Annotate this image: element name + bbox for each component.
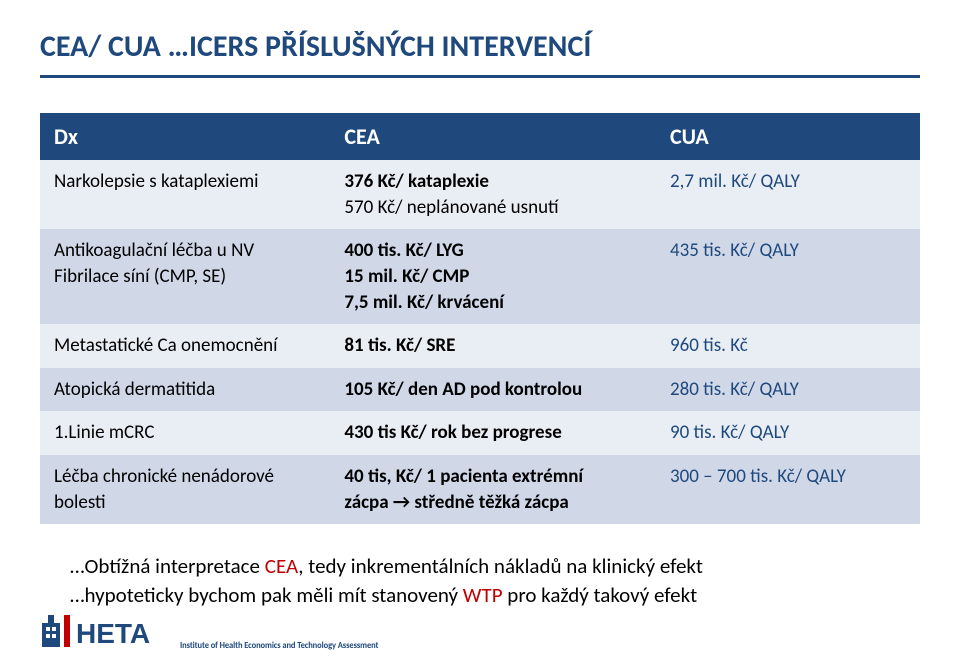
cea-line: 15 mil. Kč/ CMP [344, 265, 469, 288]
cell-dx: Atopická dermatitida [40, 368, 330, 412]
dx-line: Antikoagulační léčba u NV [54, 239, 254, 262]
cell-cua: 90 tis. Kč/ QALY [656, 411, 920, 455]
page-title: CEA/ CUA …ICERS PŘÍSLUŠNÝCH INTERVENCÍ [40, 20, 920, 78]
cell-cea: 81 tis. Kč/ SRE [330, 324, 656, 368]
table-row: Metastatické Ca onemocnění 81 tis. Kč/ S… [40, 324, 920, 368]
col-cua: CUA [656, 113, 920, 160]
col-dx: Dx [40, 113, 330, 160]
table-row: Antikoagulační léčba u NV Fibrilace síní… [40, 229, 920, 324]
cell-cua: 960 tis. Kč [656, 324, 920, 368]
table-row: Atopická dermatitida 105 Kč/ den AD pod … [40, 368, 920, 412]
note-red: WTP [463, 582, 503, 608]
dx-line: Fibrilace síní (CMP, SE) [54, 265, 226, 288]
icer-table: Dx CEA CUA Narkolepsie s kataplexiemi 37… [40, 113, 920, 524]
cea-line: 570 Kč/ neplánované usnutí [344, 196, 558, 219]
svg-text:HETA: HETA [76, 618, 150, 649]
note-text: , tedy inkrementálních nákladů na klinic… [298, 553, 703, 579]
cell-dx: Metastatické Ca onemocnění [40, 324, 330, 368]
cell-dx: Antikoagulační léčba u NV Fibrilace síní… [40, 229, 330, 324]
table-row: 1.Linie mCRC 430 tis Kč/ rok bez progres… [40, 411, 920, 455]
heta-logo: HETA Institute of Health Economics and T… [40, 609, 378, 651]
col-cea: CEA [330, 113, 656, 160]
dx-line: bolesti [54, 491, 106, 514]
cell-cea: 400 tis. Kč/ LYG 15 mil. Kč/ CMP 7,5 mil… [330, 229, 656, 324]
cea-line: 430 tis Kč/ rok bez progrese [344, 421, 561, 444]
cell-dx: Narkolepsie s kataplexiemi [40, 160, 330, 229]
note-text: pro každý takový efekt [503, 582, 698, 608]
dx-line: Léčba chronické nenádorové [54, 465, 274, 488]
table-row: Léčba chronické nenádorové bolesti 40 ti… [40, 455, 920, 524]
cea-line: 81 tis. Kč/ SRE [344, 334, 455, 357]
logo-subtitle: Institute of Health Economics and Techno… [180, 641, 378, 651]
cea-line: 105 Kč/ den AD pod kontrolou [344, 378, 582, 401]
note-line-2: …hypoteticky bychom pak měli mít stanove… [70, 581, 920, 609]
cell-dx: 1.Linie mCRC [40, 411, 330, 455]
cell-cua: 300 – 700 tis. Kč/ QALY [656, 455, 920, 524]
cell-cua: 280 tis. Kč/ QALY [656, 368, 920, 412]
note-line-1: …Obtížná interpretace CEA, tedy inkremen… [70, 552, 920, 580]
cea-line: 400 tis. Kč/ LYG [344, 239, 463, 262]
note-red: CEA [265, 553, 299, 579]
cea-line: 376 Kč/ kataplexie [344, 170, 489, 193]
table-header-row: Dx CEA CUA [40, 113, 920, 160]
cell-cea: 105 Kč/ den AD pod kontrolou [330, 368, 656, 412]
cell-dx: Léčba chronické nenádorové bolesti [40, 455, 330, 524]
note-text: …hypoteticky bychom pak měli mít stanove… [70, 582, 463, 608]
heta-logo-icon: HETA [40, 609, 170, 651]
cea-line: 40 tis, Kč/ 1 pacienta extrémní [344, 465, 583, 488]
cell-cua: 435 tis. Kč/ QALY [656, 229, 920, 324]
interpretation-notes: …Obtížná interpretace CEA, tedy inkremen… [40, 552, 920, 609]
table-row: Narkolepsie s kataplexiemi 376 Kč/ katap… [40, 160, 920, 229]
cea-line: zácpa → středně těžká zácpa [344, 491, 568, 514]
cell-cea: 40 tis, Kč/ 1 pacienta extrémní zácpa → … [330, 455, 656, 524]
cell-cua: 2,7 mil. Kč/ QALY [656, 160, 920, 229]
note-text: …Obtížná interpretace [70, 553, 265, 579]
cell-cea: 430 tis Kč/ rok bez progrese [330, 411, 656, 455]
cea-line: 7,5 mil. Kč/ krvácení [344, 291, 504, 314]
cell-cea: 376 Kč/ kataplexie 570 Kč/ neplánované u… [330, 160, 656, 229]
